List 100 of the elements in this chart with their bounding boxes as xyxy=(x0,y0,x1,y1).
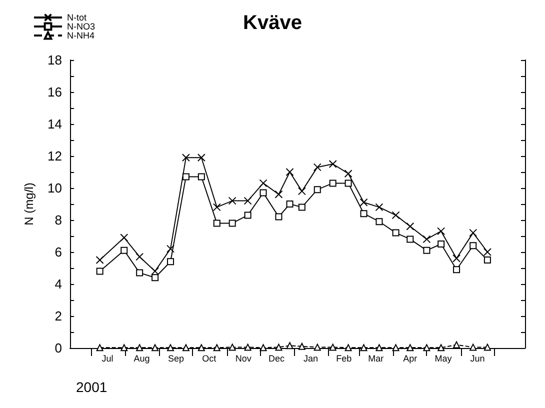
point xyxy=(376,218,383,226)
point xyxy=(453,341,460,348)
point xyxy=(360,344,368,352)
point xyxy=(136,252,144,261)
text: 2001 xyxy=(76,379,108,395)
point xyxy=(244,344,252,351)
point xyxy=(286,200,294,208)
point xyxy=(438,240,445,248)
x-tick-label: Aug xyxy=(134,354,150,364)
point xyxy=(298,204,306,211)
point xyxy=(329,344,336,351)
point xyxy=(244,212,252,219)
y-tick-label: 4 xyxy=(54,276,62,292)
x-tick-label: Oct xyxy=(202,354,217,364)
point xyxy=(182,154,190,162)
legend-label: N-NO3 xyxy=(67,22,96,32)
x-tick-label: Jul xyxy=(102,354,114,364)
point xyxy=(275,344,282,351)
y-tick-label: 18 xyxy=(48,52,62,68)
point xyxy=(375,203,384,212)
point xyxy=(152,274,159,282)
point xyxy=(228,196,236,205)
x-tick-label: Jan xyxy=(303,354,318,364)
point xyxy=(484,256,491,264)
y-tick-label: 16 xyxy=(48,84,62,100)
point xyxy=(452,254,461,262)
point xyxy=(392,229,400,236)
point xyxy=(484,344,491,351)
point xyxy=(298,342,306,350)
point xyxy=(298,187,306,196)
point xyxy=(360,210,368,218)
point xyxy=(329,180,336,187)
point xyxy=(120,234,128,242)
x-tick-label: May xyxy=(434,354,452,364)
point xyxy=(120,246,128,254)
point xyxy=(483,248,492,256)
x-tick-label: Feb xyxy=(336,354,352,364)
point xyxy=(423,246,430,254)
point xyxy=(453,266,460,274)
point xyxy=(328,160,337,168)
point xyxy=(314,186,321,194)
x-tick-label: Dec xyxy=(268,354,286,364)
point xyxy=(422,235,431,244)
point xyxy=(260,344,267,352)
x-tick-label: Mar xyxy=(368,354,384,364)
point xyxy=(344,180,352,187)
x-tick-label: Nov xyxy=(235,354,252,364)
legend-label: N-tot xyxy=(67,12,87,22)
point xyxy=(437,227,446,236)
point xyxy=(423,344,430,352)
point xyxy=(167,344,174,352)
point xyxy=(259,179,268,188)
x-tick-label: Jun xyxy=(470,354,485,364)
point xyxy=(470,242,477,250)
point xyxy=(182,344,190,352)
point xyxy=(406,344,414,352)
point xyxy=(244,196,252,205)
point xyxy=(212,203,221,212)
point xyxy=(198,173,205,180)
point xyxy=(96,256,104,264)
point xyxy=(376,344,383,352)
point xyxy=(96,268,104,275)
point xyxy=(182,173,190,180)
point xyxy=(275,213,282,220)
point xyxy=(392,211,400,220)
y-tick-label: 10 xyxy=(48,180,62,196)
point xyxy=(274,190,283,198)
point xyxy=(166,244,174,253)
point xyxy=(198,344,205,352)
point xyxy=(260,189,267,196)
y-tick-label: 0 xyxy=(54,340,62,356)
point xyxy=(120,344,128,352)
point xyxy=(213,220,220,227)
point xyxy=(313,163,322,172)
point xyxy=(228,220,236,227)
point xyxy=(197,154,206,162)
point xyxy=(360,198,368,206)
point xyxy=(344,344,352,352)
point xyxy=(438,344,445,352)
point xyxy=(228,344,236,351)
point xyxy=(96,344,104,352)
point xyxy=(406,236,414,243)
point xyxy=(286,168,294,176)
chart-title: Kväve xyxy=(243,12,302,34)
point xyxy=(152,344,159,352)
point xyxy=(151,267,160,276)
point xyxy=(167,258,174,266)
point xyxy=(136,269,144,276)
point xyxy=(314,344,321,351)
x-tick-label: Sep xyxy=(168,354,184,364)
point xyxy=(392,344,400,352)
x-tick-label: Apr xyxy=(403,354,418,364)
point xyxy=(136,344,144,352)
point xyxy=(469,228,478,237)
point xyxy=(470,344,477,351)
y-tick-label: 8 xyxy=(54,212,62,228)
y-tick-label: 2 xyxy=(54,308,62,324)
point xyxy=(344,170,352,178)
y-tick-label: 12 xyxy=(48,148,62,164)
point xyxy=(286,342,294,350)
